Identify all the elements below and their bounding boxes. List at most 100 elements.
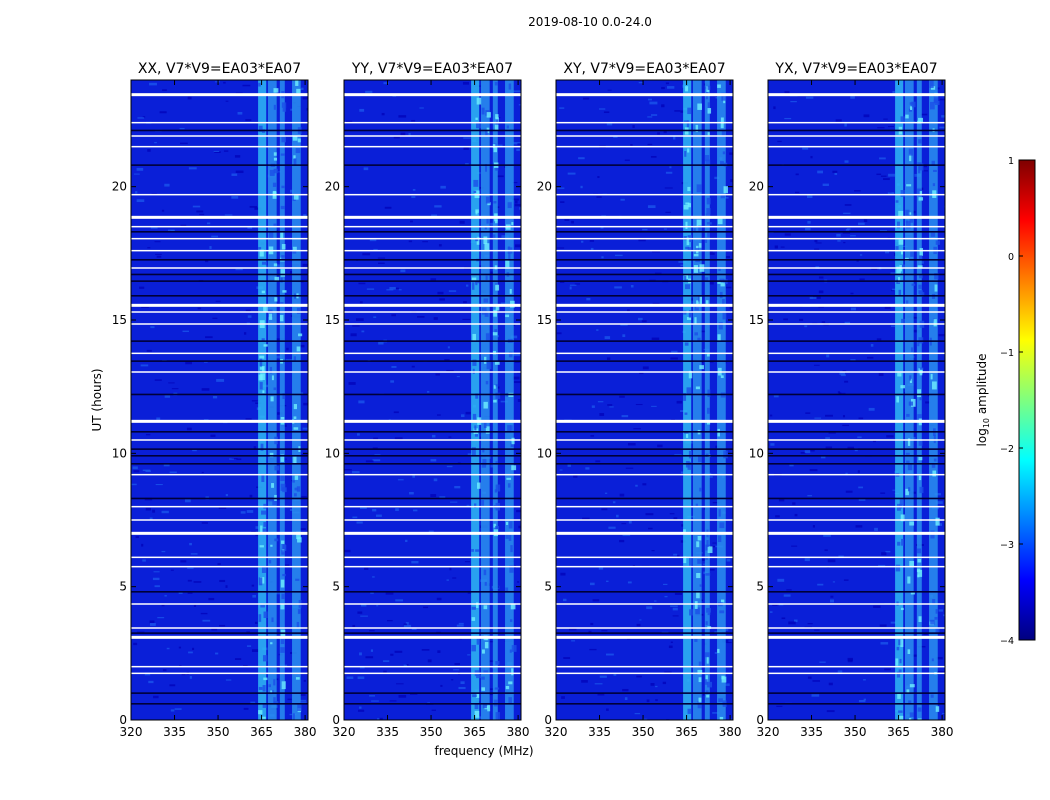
rfi-speck xyxy=(471,644,476,652)
noise-speck xyxy=(370,592,374,594)
noise-speck xyxy=(890,272,897,275)
noise-speck xyxy=(636,623,641,627)
noise-speck xyxy=(187,567,194,569)
x-tick-label: 350 xyxy=(207,725,230,739)
rfi-speck xyxy=(268,684,271,688)
noise-speck xyxy=(784,91,790,95)
rfi-speck xyxy=(293,416,297,419)
noise-speck xyxy=(219,624,226,627)
flagged-row xyxy=(768,439,945,441)
zero-row xyxy=(556,703,733,705)
noise-speck xyxy=(599,413,605,416)
noise-speck xyxy=(362,253,371,256)
rfi-speck xyxy=(931,462,936,468)
rfi-speck xyxy=(485,333,490,341)
zero-row xyxy=(131,393,308,396)
rfi-speck xyxy=(706,694,710,698)
rfi-speck xyxy=(280,647,285,653)
noise-speck xyxy=(939,98,945,101)
rfi-speck xyxy=(717,428,720,437)
noise-speck xyxy=(794,513,798,517)
flagged-row xyxy=(556,603,733,605)
noise-speck xyxy=(514,361,520,363)
noise-speck xyxy=(162,89,167,91)
rfi-speck xyxy=(918,440,923,446)
zero-row xyxy=(344,463,521,465)
rfi-speck xyxy=(471,606,476,610)
x-tick-label: 320 xyxy=(120,725,143,739)
noise-speck xyxy=(939,126,945,129)
noise-speck xyxy=(398,694,407,698)
noise-speck xyxy=(810,449,815,452)
flagged-row xyxy=(344,303,521,307)
rfi-speck xyxy=(476,692,480,698)
noise-speck xyxy=(725,286,732,289)
flagged-row xyxy=(344,665,521,668)
noise-speck xyxy=(637,317,643,321)
noise-speck xyxy=(378,341,384,345)
rfi-band xyxy=(480,80,490,720)
noise-speck xyxy=(133,173,140,175)
noise-speck xyxy=(619,539,625,543)
zero-row xyxy=(768,164,945,166)
rfi-speck xyxy=(268,231,274,239)
noise-speck xyxy=(162,669,167,672)
noise-speck xyxy=(145,507,151,511)
noise-speck xyxy=(788,621,796,625)
heatmap-background xyxy=(344,80,521,720)
noise-speck xyxy=(229,458,234,460)
rfi-speck xyxy=(487,202,491,206)
colorbar-tick-label: −4 xyxy=(1000,636,1014,647)
noise-speck xyxy=(517,143,521,146)
figure-suptitle: 2019-08-10 0.0-24.0 xyxy=(528,15,652,29)
noise-speck xyxy=(807,623,813,625)
noise-speck xyxy=(561,696,565,699)
rfi-speck xyxy=(295,80,299,86)
rfi-speck xyxy=(932,470,937,477)
rfi-speck xyxy=(296,346,301,352)
noise-speck xyxy=(150,326,155,329)
noise-speck xyxy=(517,581,520,583)
noise-speck xyxy=(251,649,259,653)
noise-speck xyxy=(642,228,648,231)
flagged-row xyxy=(131,352,308,355)
rfi-speck xyxy=(270,642,273,645)
noise-speck xyxy=(411,119,416,122)
noise-speck xyxy=(389,286,396,290)
noise-speck xyxy=(448,436,452,438)
noise-speck xyxy=(247,315,252,318)
zero-row xyxy=(556,431,733,433)
noise-speck xyxy=(400,132,406,136)
noise-speck xyxy=(154,241,161,243)
noise-speck xyxy=(242,84,251,87)
noise-speck xyxy=(726,559,731,562)
noise-speck xyxy=(487,641,495,643)
rfi-speck xyxy=(696,219,702,227)
rfi-speck xyxy=(282,573,286,577)
noise-speck xyxy=(923,633,928,635)
noise-speck xyxy=(873,605,881,608)
rfi-speck xyxy=(908,717,912,720)
rfi-speck xyxy=(910,347,914,352)
rfi-speck xyxy=(482,459,487,466)
noise-speck xyxy=(196,210,204,213)
zero-row xyxy=(131,164,308,166)
noise-speck xyxy=(863,219,868,223)
noise-speck xyxy=(876,173,882,176)
noise-speck xyxy=(427,391,430,393)
zero-row xyxy=(131,703,308,705)
rfi-speck xyxy=(295,677,300,680)
noise-speck xyxy=(616,514,619,518)
noise-speck xyxy=(390,653,394,656)
flagged-row xyxy=(768,135,945,137)
noise-speck xyxy=(231,196,239,199)
noise-speck xyxy=(452,577,457,579)
noise-speck xyxy=(827,559,836,563)
rfi-speck xyxy=(274,276,280,281)
flagged-row xyxy=(344,635,521,639)
rfi-speck xyxy=(282,290,287,293)
noise-speck xyxy=(154,585,160,588)
rfi-speck xyxy=(721,130,726,137)
noise-speck xyxy=(518,525,521,529)
rfi-speck xyxy=(481,500,485,506)
